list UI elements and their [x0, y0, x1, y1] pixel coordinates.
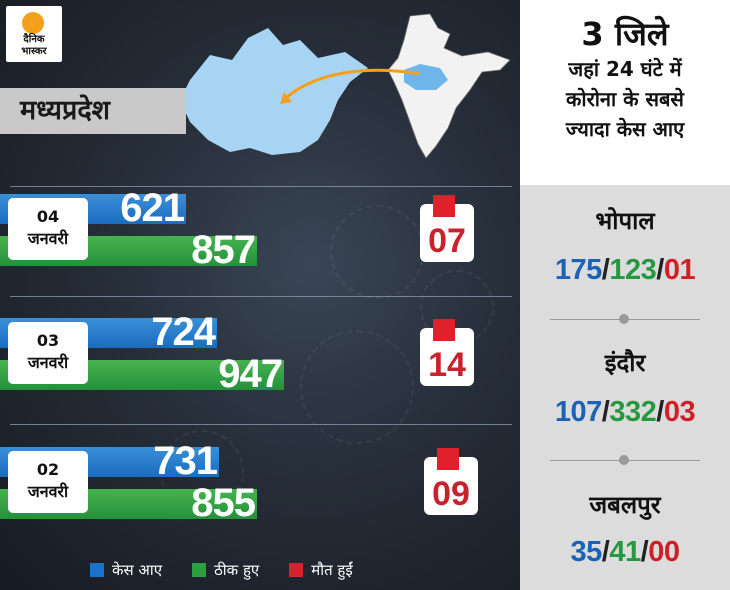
city-cases: 175	[554, 254, 602, 286]
india-map	[387, 13, 511, 159]
city-recovered: 123	[609, 254, 657, 286]
row-separator	[10, 186, 512, 187]
city-cases: 107	[554, 396, 602, 428]
city-deaths: 03	[663, 396, 696, 428]
panel-header: 3 जिले जहां 24 घंटे में कोरोना के सबसे ज…	[520, 0, 730, 185]
city-stats: 175/123/01	[554, 254, 696, 286]
legend: केस आए ठीक हुए मौत हुईं	[90, 560, 353, 580]
panel-heading: 3 जिले	[581, 15, 669, 53]
virus-decoration	[330, 205, 424, 299]
panel-divider-dot	[619, 455, 629, 465]
city-cases: 35	[570, 536, 603, 568]
date-label: 03 जनवरी	[8, 322, 88, 384]
city-deaths: 01	[663, 254, 696, 286]
deaths-value: 07	[428, 222, 466, 260]
legend-item: ठीक हुए	[192, 560, 259, 580]
date-day: 02	[36, 460, 60, 479]
death-flag-icon	[437, 448, 459, 470]
deaths-box: 07	[420, 195, 474, 262]
row-separator	[10, 424, 512, 425]
bar-value-recovered: 857	[191, 228, 256, 272]
deaths-value: 09	[432, 475, 470, 513]
row-separator	[10, 296, 512, 297]
city-recovered: 332	[609, 396, 657, 428]
death-flag-icon	[433, 319, 455, 341]
bar-value-recovered: 855	[191, 481, 256, 525]
logo-line-2: भास्कर	[21, 46, 47, 57]
panel-subheading-line: कोरोना के सबसे	[566, 87, 684, 111]
date-day: 03	[36, 331, 60, 350]
panel-divider-dot	[619, 314, 629, 324]
death-flag-icon	[433, 195, 455, 217]
connector-arrow	[282, 68, 421, 102]
legend-item: केस आए	[90, 560, 162, 580]
date-label: 02 जनवरी	[8, 451, 88, 513]
deaths-box: 09	[424, 448, 478, 515]
legend-swatch-blue	[90, 563, 104, 577]
date-month: जनवरी	[27, 482, 69, 501]
arrow-head	[280, 92, 292, 104]
bar-value-cases: 731	[153, 439, 218, 483]
city-name: इंदौर	[604, 349, 646, 377]
date-month: जनवरी	[27, 353, 69, 372]
city-stats: 35/41/00	[570, 536, 680, 568]
madhya-pradesh-map	[180, 28, 368, 155]
city-stats: 107/332/03	[554, 396, 696, 428]
bar-value-cases: 724	[151, 310, 216, 354]
deaths-value: 14	[428, 346, 466, 384]
city-deaths: 00	[648, 536, 680, 568]
date-day: 04	[36, 207, 60, 226]
city-name: जबलपुर	[589, 491, 661, 519]
city-name: भोपाल	[595, 207, 655, 235]
logo-line-1: दैनिक	[23, 34, 45, 45]
map-graphic	[180, 13, 511, 159]
logo-sun-icon	[22, 12, 44, 34]
legend-label: मौत हुईं	[311, 561, 353, 579]
deaths-box: 14	[420, 319, 474, 386]
panel-subheading-line: ज्यादा केस आए	[565, 117, 685, 141]
mp-highlight-on-india-map	[404, 64, 448, 90]
virus-decoration	[300, 330, 414, 444]
city-recovered: 41	[609, 536, 641, 568]
panel-subheading-line: जहां 24 घंटे में	[568, 57, 682, 81]
dainik-bhaskar-logo: दैनिक भास्कर	[6, 6, 62, 62]
legend-item: मौत हुईं	[289, 560, 353, 580]
legend-swatch-green	[192, 563, 207, 577]
legend-label: केस आए	[112, 561, 163, 579]
date-month: जनवरी	[27, 229, 69, 248]
bar-value-cases: 621	[120, 186, 185, 230]
legend-label: ठीक हुए	[214, 561, 260, 579]
state-label: मध्यप्रदेश	[0, 88, 186, 134]
bar-value-recovered: 947	[218, 352, 283, 396]
date-label: 04 जनवरी	[8, 198, 88, 260]
legend-swatch-red	[289, 563, 304, 577]
bar-recovered: 857	[0, 230, 257, 270]
districts-panel: 3 जिले जहां 24 घंटे में कोरोना के सबसे ज…	[520, 0, 730, 590]
